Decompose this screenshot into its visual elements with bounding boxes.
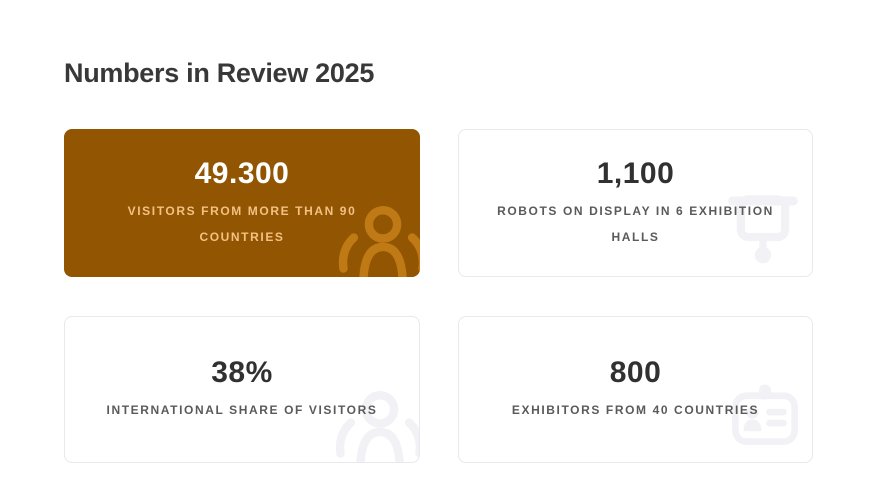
people-icon xyxy=(333,384,419,462)
stat-label: VISITORS FROM MORE THAN 90 COUNTRIES xyxy=(127,203,357,244)
stat-card-exhibitors: 800 EXHIBITORS FROM 40 COUNTRIES xyxy=(458,316,813,463)
stat-label: ROBOTS ON DISPLAY IN 6 EXHIBITION HALLS xyxy=(497,203,774,244)
stat-card-international-share: 38% INTERNATIONAL SHARE OF VISITORS xyxy=(64,316,420,463)
stat-value: 49.300 xyxy=(194,156,290,190)
stat-label: EXHIBITORS FROM 40 COUNTRIES xyxy=(511,403,760,417)
stat-value: 800 xyxy=(609,356,662,389)
stat-value: 38% xyxy=(211,356,273,389)
stat-card-robots: 1,100 ROBOTS ON DISPLAY IN 6 EXHIBITION … xyxy=(458,129,813,277)
page-title: Numbers in Review 2025 xyxy=(64,58,375,88)
stats-grid: 49.300 VISITORS FROM MORE THAN 90 COUNTR… xyxy=(64,129,813,463)
stat-card-visitors: 49.300 VISITORS FROM MORE THAN 90 COUNTR… xyxy=(64,129,420,277)
stat-label: INTERNATIONAL SHARE OF VISITORS xyxy=(106,403,378,417)
stat-value: 1,100 xyxy=(596,156,675,190)
